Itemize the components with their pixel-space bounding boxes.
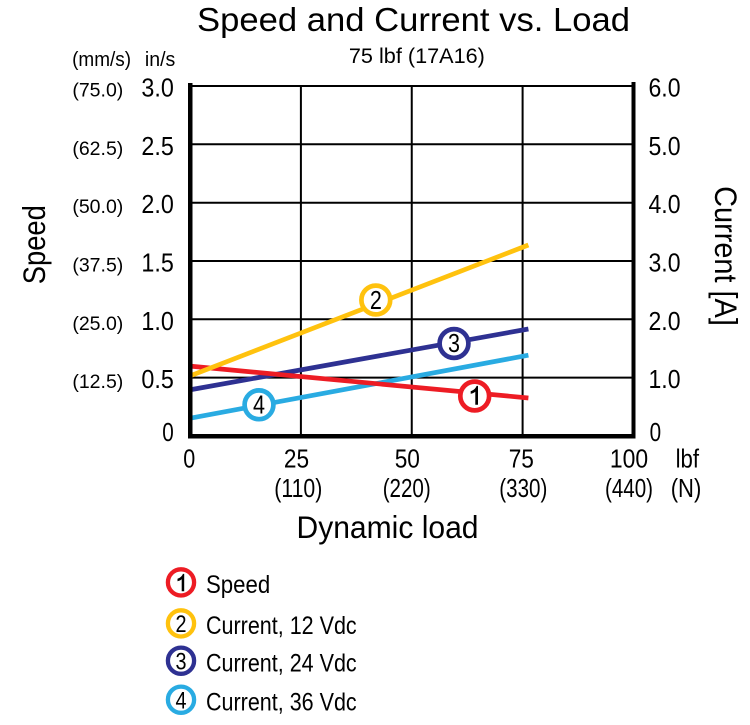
svg-text:(37.5): (37.5) — [72, 255, 123, 277]
svg-text:(N): (N) — [671, 475, 702, 503]
svg-text:4: 4 — [176, 687, 187, 714]
svg-text:0.5: 0.5 — [141, 366, 173, 394]
svg-text:75 lbf (17A16): 75 lbf (17A16) — [349, 43, 485, 68]
svg-text:0: 0 — [162, 419, 174, 447]
svg-text:4.0: 4.0 — [649, 191, 681, 219]
svg-text:0: 0 — [183, 445, 195, 473]
svg-text:1.0: 1.0 — [141, 308, 173, 336]
svg-text:3: 3 — [448, 328, 460, 358]
svg-text:in/s: in/s — [145, 49, 175, 71]
svg-text:2: 2 — [370, 285, 382, 315]
svg-text:(mm/s): (mm/s) — [72, 49, 131, 71]
svg-text:(110): (110) — [274, 475, 322, 503]
svg-text:Current [A]: Current [A] — [708, 186, 743, 326]
svg-text:0: 0 — [650, 419, 662, 447]
svg-text:100: 100 — [610, 445, 648, 473]
svg-text:(12.5): (12.5) — [72, 371, 123, 393]
svg-text:(62.5): (62.5) — [72, 138, 123, 160]
svg-text:1.0: 1.0 — [649, 366, 681, 394]
svg-text:(75.0): (75.0) — [72, 80, 123, 102]
svg-text:Current, 12 Vdc: Current, 12 Vdc — [206, 612, 357, 640]
svg-text:Speed and Current vs. Load: Speed and Current vs. Load — [197, 1, 630, 38]
svg-text:2: 2 — [176, 611, 187, 638]
svg-text:3.0: 3.0 — [649, 250, 681, 278]
svg-text:2.0: 2.0 — [649, 308, 681, 336]
svg-text:4: 4 — [253, 390, 265, 420]
svg-text:(50.0): (50.0) — [72, 196, 123, 218]
svg-text:(330): (330) — [499, 475, 547, 503]
svg-text:Speed: Speed — [206, 571, 270, 599]
svg-text:(440): (440) — [605, 475, 653, 503]
svg-text:2.0: 2.0 — [141, 191, 173, 219]
svg-text:75: 75 — [509, 445, 534, 473]
svg-text:50: 50 — [395, 445, 420, 473]
svg-text:25: 25 — [284, 445, 309, 473]
svg-text:2.5: 2.5 — [141, 133, 173, 161]
svg-text:5.0: 5.0 — [649, 133, 681, 161]
svg-text:3.0: 3.0 — [141, 75, 173, 103]
svg-text:6.0: 6.0 — [649, 75, 681, 103]
svg-text:Current, 36 Vdc: Current, 36 Vdc — [206, 688, 357, 716]
svg-text:Speed: Speed — [17, 205, 52, 284]
svg-text:Dynamic load: Dynamic load — [297, 510, 479, 545]
svg-text:1.5: 1.5 — [141, 250, 173, 278]
svg-text:(25.0): (25.0) — [72, 313, 123, 335]
svg-text:lbf: lbf — [676, 445, 700, 473]
svg-text:(220): (220) — [383, 475, 431, 503]
svg-text:Current, 24 Vdc: Current, 24 Vdc — [206, 649, 357, 677]
svg-text:3: 3 — [176, 648, 187, 675]
